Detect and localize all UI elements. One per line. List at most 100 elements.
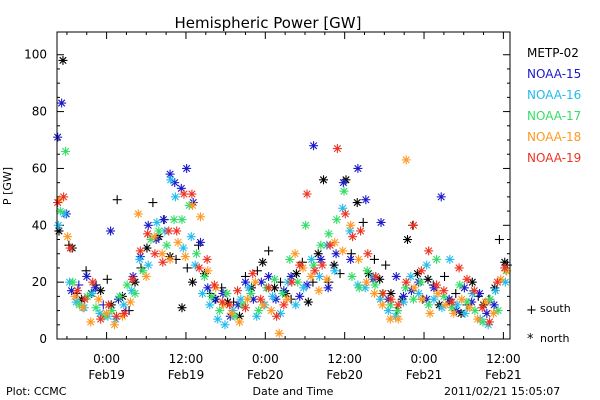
data-point-north [455, 280, 465, 290]
data-point-north [73, 286, 83, 296]
data-point-north [279, 300, 289, 310]
data-point-north [332, 144, 342, 154]
data-point-north [53, 198, 63, 208]
data-point-north [423, 274, 433, 284]
x-tick-date-label: Feb20 [326, 368, 363, 382]
data-point-north [484, 317, 494, 327]
data-point-north [188, 200, 198, 210]
y-tick-label: 60 [32, 161, 47, 175]
data-point-north [489, 300, 499, 310]
data-point-north [57, 98, 67, 108]
data-point-north [362, 266, 372, 276]
data-point-north [445, 254, 455, 264]
data-point-north [303, 297, 313, 307]
data-point-north [371, 271, 381, 281]
data-point-north [436, 192, 446, 202]
data-point-north [122, 280, 132, 290]
x-axis-ticks: 0:00 Feb19 12:00 Feb19 0:00 Feb20 12:00 Feb20 0:… [66, 32, 522, 382]
data-point-south [494, 235, 504, 245]
data-point-north [190, 260, 200, 270]
data-point-north [316, 240, 326, 250]
data-point-north [209, 280, 219, 290]
data-point-north [115, 291, 125, 301]
data-point-north [347, 271, 357, 281]
y-axis-label: P [GW] [1, 167, 14, 205]
data-point-north [346, 220, 356, 230]
data-point-south [148, 198, 158, 208]
data-point-north [309, 141, 319, 151]
data-point-north [215, 306, 225, 316]
data-point-north [408, 220, 418, 230]
y-tick-label: 20 [32, 275, 47, 289]
data-point-north [459, 283, 469, 293]
data-point-north [485, 294, 495, 304]
data-point-north [256, 294, 266, 304]
data-point-north [152, 217, 162, 227]
data-point-north [207, 291, 217, 301]
data-point-north [500, 263, 510, 273]
data-point-north [295, 291, 305, 301]
data-point-north [315, 271, 325, 281]
data-point-north [96, 314, 106, 324]
data-point-north [268, 291, 278, 301]
data-point-north [417, 294, 427, 304]
data-point-north [452, 300, 462, 310]
data-point-north [250, 277, 260, 287]
data-point-north [150, 249, 160, 259]
footer-source: Plot: CCMC [6, 385, 67, 398]
data-point-north [432, 254, 442, 264]
data-point-north [173, 237, 183, 247]
data-point-north [127, 274, 137, 284]
data-point-north [246, 289, 256, 299]
data-point-north [356, 226, 366, 236]
data-point-north [192, 249, 202, 259]
data-point-north [339, 186, 349, 196]
data-point-north [469, 286, 479, 296]
data-point-north [165, 254, 175, 264]
data-point-north [363, 249, 373, 259]
data-point-north [330, 237, 340, 247]
data-point-north [414, 289, 424, 299]
legend-entry: NOAA-17 [527, 109, 581, 123]
data-point-north [332, 215, 342, 225]
data-point-north [180, 252, 190, 262]
data-point-north [235, 317, 245, 327]
data-point-north [401, 277, 411, 287]
data-point-north [227, 308, 237, 318]
data-point-north [447, 297, 457, 307]
data-point-north [133, 209, 143, 219]
data-point-north [78, 303, 88, 313]
marker-legend-south-label: south [540, 302, 571, 315]
data-point-north [68, 277, 78, 287]
data-point-north [203, 266, 213, 276]
data-point-north [378, 289, 388, 299]
data-point-north [264, 283, 274, 293]
data-point-north [338, 178, 348, 188]
data-point-north [353, 163, 363, 173]
data-point-north [432, 280, 442, 290]
footer-timestamp: 2011/02/21 15:05:07 [444, 385, 560, 398]
data-point-north [135, 254, 145, 264]
data-point-north [94, 294, 104, 304]
data-point-north [500, 277, 510, 287]
data-point-north [80, 294, 90, 304]
data-point-north [314, 286, 324, 296]
data-point-north [492, 277, 502, 287]
legend-entry: METP-02 [527, 46, 579, 60]
data-point-north [87, 289, 97, 299]
data-point-north [186, 232, 196, 242]
data-point-north [278, 289, 288, 299]
data-point-north [409, 283, 419, 293]
data-point-north [348, 232, 358, 242]
data-point-north [369, 289, 379, 299]
x-tick-time-label: 12:00 [327, 352, 362, 366]
data-point-north [154, 226, 164, 236]
x-tick-date-label: Feb19 [88, 368, 125, 382]
data-point-north [301, 220, 311, 230]
data-point-north [352, 198, 362, 208]
marker-legend-north-label: north [540, 332, 570, 345]
data-point-north [449, 308, 459, 318]
data-point-north [309, 260, 319, 270]
data-point-north [248, 269, 258, 279]
